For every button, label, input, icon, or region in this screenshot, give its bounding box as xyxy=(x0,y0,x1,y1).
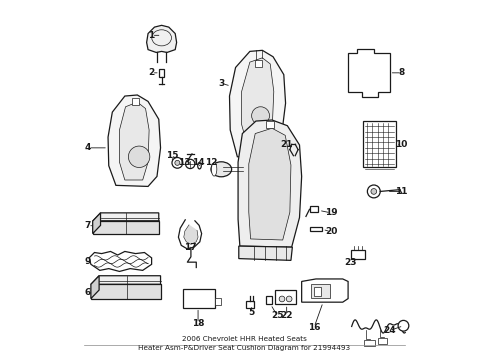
Polygon shape xyxy=(347,49,389,97)
Text: 10: 10 xyxy=(395,140,407,149)
Text: 18: 18 xyxy=(191,319,204,328)
Text: 20: 20 xyxy=(324,227,336,236)
Text: 8: 8 xyxy=(398,68,404,77)
Bar xyxy=(364,340,374,346)
Polygon shape xyxy=(301,279,347,302)
Bar xyxy=(215,297,220,305)
Bar xyxy=(313,287,321,296)
Polygon shape xyxy=(89,251,151,271)
Circle shape xyxy=(285,296,291,302)
Polygon shape xyxy=(146,25,176,53)
Text: 5: 5 xyxy=(248,309,254,318)
Bar xyxy=(159,68,163,77)
Bar xyxy=(309,206,318,212)
Bar xyxy=(378,338,386,344)
Bar xyxy=(350,250,364,259)
Text: 13: 13 xyxy=(178,158,190,167)
Polygon shape xyxy=(91,284,160,298)
Polygon shape xyxy=(229,50,285,158)
Text: 9: 9 xyxy=(85,257,91,266)
Circle shape xyxy=(251,107,269,125)
Text: 15: 15 xyxy=(166,151,178,160)
Polygon shape xyxy=(183,225,198,244)
Text: 22: 22 xyxy=(280,311,292,320)
Polygon shape xyxy=(248,128,290,240)
Polygon shape xyxy=(238,246,292,260)
Text: 17: 17 xyxy=(183,243,196,252)
Ellipse shape xyxy=(197,162,201,169)
Circle shape xyxy=(370,189,376,194)
Text: 1: 1 xyxy=(148,31,154,40)
Text: 12: 12 xyxy=(205,158,218,167)
Text: 21: 21 xyxy=(280,140,292,149)
Bar xyxy=(310,284,329,298)
Text: 7: 7 xyxy=(85,221,91,230)
Polygon shape xyxy=(238,120,301,247)
Circle shape xyxy=(366,185,380,198)
Bar xyxy=(309,227,322,231)
Polygon shape xyxy=(91,276,99,298)
Circle shape xyxy=(185,159,194,168)
Text: 16: 16 xyxy=(307,323,320,332)
Polygon shape xyxy=(119,102,149,180)
Circle shape xyxy=(175,160,180,165)
Text: 19: 19 xyxy=(324,208,337,217)
Text: 25: 25 xyxy=(270,311,283,320)
Polygon shape xyxy=(93,213,101,234)
Text: 24: 24 xyxy=(382,326,395,335)
Ellipse shape xyxy=(211,162,216,176)
Circle shape xyxy=(397,320,408,331)
Bar xyxy=(363,121,395,167)
Bar xyxy=(265,121,273,128)
Circle shape xyxy=(128,146,149,167)
Polygon shape xyxy=(93,213,159,221)
Polygon shape xyxy=(91,276,160,284)
Text: 2: 2 xyxy=(148,68,154,77)
Text: 14: 14 xyxy=(191,158,204,167)
Circle shape xyxy=(279,296,285,302)
Polygon shape xyxy=(93,221,159,234)
Bar xyxy=(183,289,215,307)
Text: 3: 3 xyxy=(219,79,224,88)
Ellipse shape xyxy=(210,162,231,177)
Bar xyxy=(274,290,295,304)
Polygon shape xyxy=(241,58,273,148)
Bar xyxy=(265,296,272,304)
Polygon shape xyxy=(178,219,201,249)
Text: 2006 Chevrolet HHR Heated Seats
Heater Asm-P&Driver Seat Cushion Diagram for 219: 2006 Chevrolet HHR Heated Seats Heater A… xyxy=(138,336,350,351)
Bar xyxy=(132,98,139,105)
Polygon shape xyxy=(108,95,160,186)
Bar xyxy=(254,60,262,67)
Text: 11: 11 xyxy=(395,187,407,196)
Text: 6: 6 xyxy=(85,288,91,297)
Text: 4: 4 xyxy=(85,143,91,152)
Circle shape xyxy=(172,157,183,168)
Text: 23: 23 xyxy=(344,258,356,267)
Bar xyxy=(246,301,254,307)
